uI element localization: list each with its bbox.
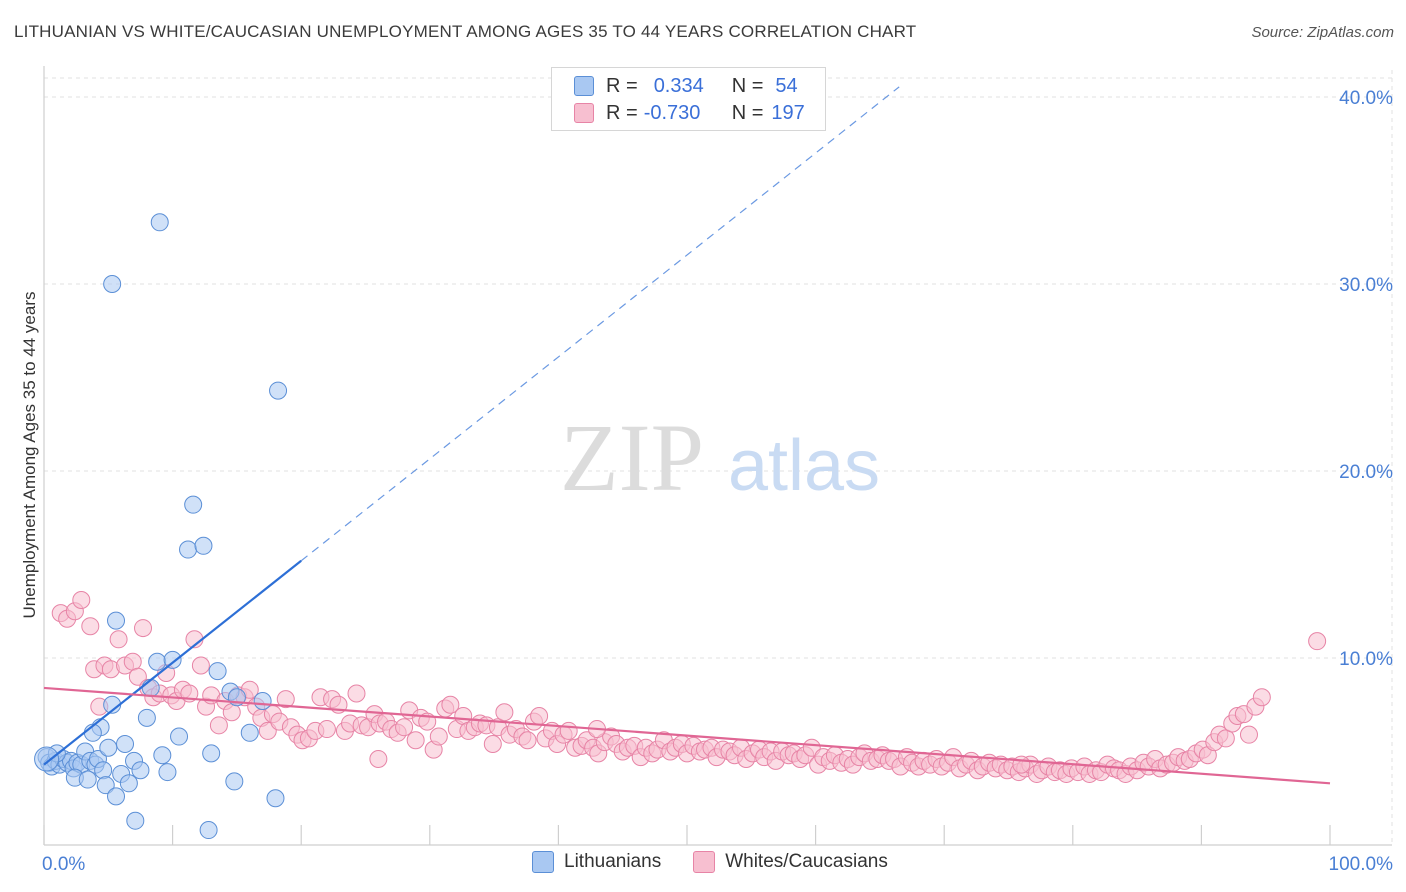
watermark-atlas: atlas bbox=[728, 426, 880, 506]
whites-caucasians-point bbox=[347, 684, 366, 703]
legend-whites-label: Whites/Caucasians bbox=[725, 851, 888, 872]
lithuanians-point bbox=[225, 772, 244, 791]
whites-caucasians-point bbox=[191, 656, 210, 675]
lithuanians-point bbox=[119, 774, 138, 793]
tick-labels: 10.0% 20.0% 30.0% 40.0% 0.0% 100.0% bbox=[42, 88, 1393, 875]
lithuanians-point bbox=[194, 536, 213, 555]
lithuanians-point bbox=[137, 708, 156, 727]
legend-swatch-pink bbox=[574, 103, 594, 123]
lithuanians-trend-line bbox=[43, 559, 302, 766]
whites-caucasians-points bbox=[51, 591, 1327, 783]
legend-lithuanians-label: Lithuanians bbox=[564, 851, 662, 872]
lithuanians-point bbox=[107, 611, 126, 630]
lithuanians-point bbox=[208, 662, 227, 681]
lithuanians-point bbox=[199, 821, 218, 840]
lithuanians-point bbox=[153, 746, 172, 765]
y-tick-label: 40.0% bbox=[1339, 88, 1393, 109]
legend-r-value: -0.730 bbox=[643, 101, 701, 124]
whites-caucasians-point bbox=[209, 716, 228, 735]
legend-whites-swatch bbox=[693, 851, 716, 873]
whites-caucasians-point bbox=[1308, 632, 1327, 651]
lithuanians-point bbox=[131, 761, 150, 780]
whites-caucasians-point bbox=[406, 731, 425, 750]
legend-n-value: 197 bbox=[771, 101, 805, 124]
lithuanians-point bbox=[150, 213, 169, 232]
y-tick-label: 10.0% bbox=[1339, 649, 1393, 670]
lithuanians-point bbox=[148, 652, 167, 671]
series-legend: Lithuanians Whites/Caucasians bbox=[532, 851, 888, 873]
gridlines bbox=[44, 70, 1393, 845]
whites-caucasians-point bbox=[128, 667, 147, 686]
lithuanians-point bbox=[184, 495, 203, 514]
whites-caucasians-point bbox=[530, 706, 549, 725]
whites-caucasians-point bbox=[317, 720, 336, 739]
trend-lines bbox=[43, 86, 1331, 785]
legend-swatch-blue bbox=[574, 76, 594, 96]
watermark: ZIP atlas bbox=[560, 404, 880, 511]
axes bbox=[43, 66, 1392, 846]
lithuanians-point bbox=[141, 678, 160, 697]
lithuanians-point bbox=[163, 650, 182, 669]
lithuanians-point bbox=[158, 763, 177, 782]
x-tick-label-max: 100.0% bbox=[1329, 854, 1394, 875]
whites-caucasians-point bbox=[369, 749, 388, 768]
legend-r-label: R = bbox=[606, 101, 638, 124]
whites-caucasians-point bbox=[72, 591, 91, 610]
whites-caucasians-point bbox=[276, 690, 295, 709]
lithuanians-point bbox=[34, 746, 60, 772]
legend-n-value: 54 bbox=[775, 74, 798, 97]
lithuanians-point bbox=[96, 776, 115, 795]
legend-n-label: N = bbox=[731, 74, 764, 97]
lithuanians-point bbox=[179, 540, 198, 559]
lithuanians-point bbox=[266, 789, 285, 808]
whites-caucasians-point bbox=[441, 695, 460, 714]
x-tick-label-min: 0.0% bbox=[42, 854, 85, 875]
lithuanians-point bbox=[78, 770, 97, 789]
correlation-legend: R = 0.334 N = 54 R = -0.730 N = 197 bbox=[551, 67, 826, 131]
whites-caucasians-point bbox=[81, 617, 100, 636]
whites-caucasians-point bbox=[109, 630, 128, 649]
source-label: Source: ZipAtlas.com bbox=[1251, 24, 1394, 41]
legend-row-lithuanians: R = 0.334 N = 54 bbox=[574, 74, 798, 98]
whites-caucasians-point bbox=[134, 619, 153, 638]
whites-caucasians-point bbox=[1012, 755, 1031, 774]
lithuanians-point bbox=[116, 735, 135, 754]
chart-title: LITHUANIAN VS WHITE/CAUCASIAN UNEMPLOYME… bbox=[14, 22, 917, 41]
whites-caucasians-point bbox=[559, 721, 578, 740]
lithuanians-point bbox=[126, 811, 145, 830]
whites-caucasians-point bbox=[429, 727, 448, 746]
legend-lithuanians-swatch bbox=[532, 851, 554, 873]
lithuanians-point bbox=[253, 692, 272, 711]
whites-caucasians-point bbox=[395, 718, 414, 737]
lithuanians-point bbox=[170, 727, 189, 746]
lithuanians-trend-extension bbox=[300, 86, 900, 562]
legend-row-whites: R = -0.730 N = 197 bbox=[574, 101, 805, 125]
legend-n-label: N = bbox=[731, 101, 764, 124]
whites-caucasians-point bbox=[483, 735, 502, 754]
y-axis-label: Unemployment Among Ages 35 to 44 years bbox=[20, 291, 39, 619]
legend-r-value: 0.334 bbox=[653, 74, 704, 97]
lithuanians-point bbox=[99, 738, 118, 757]
y-tick-label: 20.0% bbox=[1339, 462, 1393, 483]
lithuanians-points bbox=[34, 213, 288, 840]
whites-caucasians-point bbox=[1216, 729, 1235, 748]
lithuanians-point bbox=[103, 275, 122, 293]
lithuanians-point bbox=[269, 381, 288, 400]
whites-caucasians-point bbox=[495, 703, 514, 722]
lithuanians-point bbox=[202, 744, 221, 763]
whites-caucasians-point bbox=[518, 731, 537, 750]
whites-caucasians-point bbox=[1239, 725, 1258, 744]
lithuanians-point bbox=[107, 787, 126, 806]
whites-caucasians-point bbox=[222, 703, 241, 722]
lithuanians-point bbox=[240, 723, 259, 742]
lithuanians-point bbox=[94, 761, 113, 780]
legend-r-label: R = bbox=[606, 74, 638, 97]
watermark-zip: ZIP bbox=[560, 404, 704, 511]
y-tick-label: 30.0% bbox=[1339, 275, 1393, 296]
whites-caucasians-point bbox=[1252, 688, 1271, 707]
whites-caucasians-point bbox=[123, 652, 142, 671]
whites-caucasians-trend-line bbox=[43, 686, 1331, 785]
